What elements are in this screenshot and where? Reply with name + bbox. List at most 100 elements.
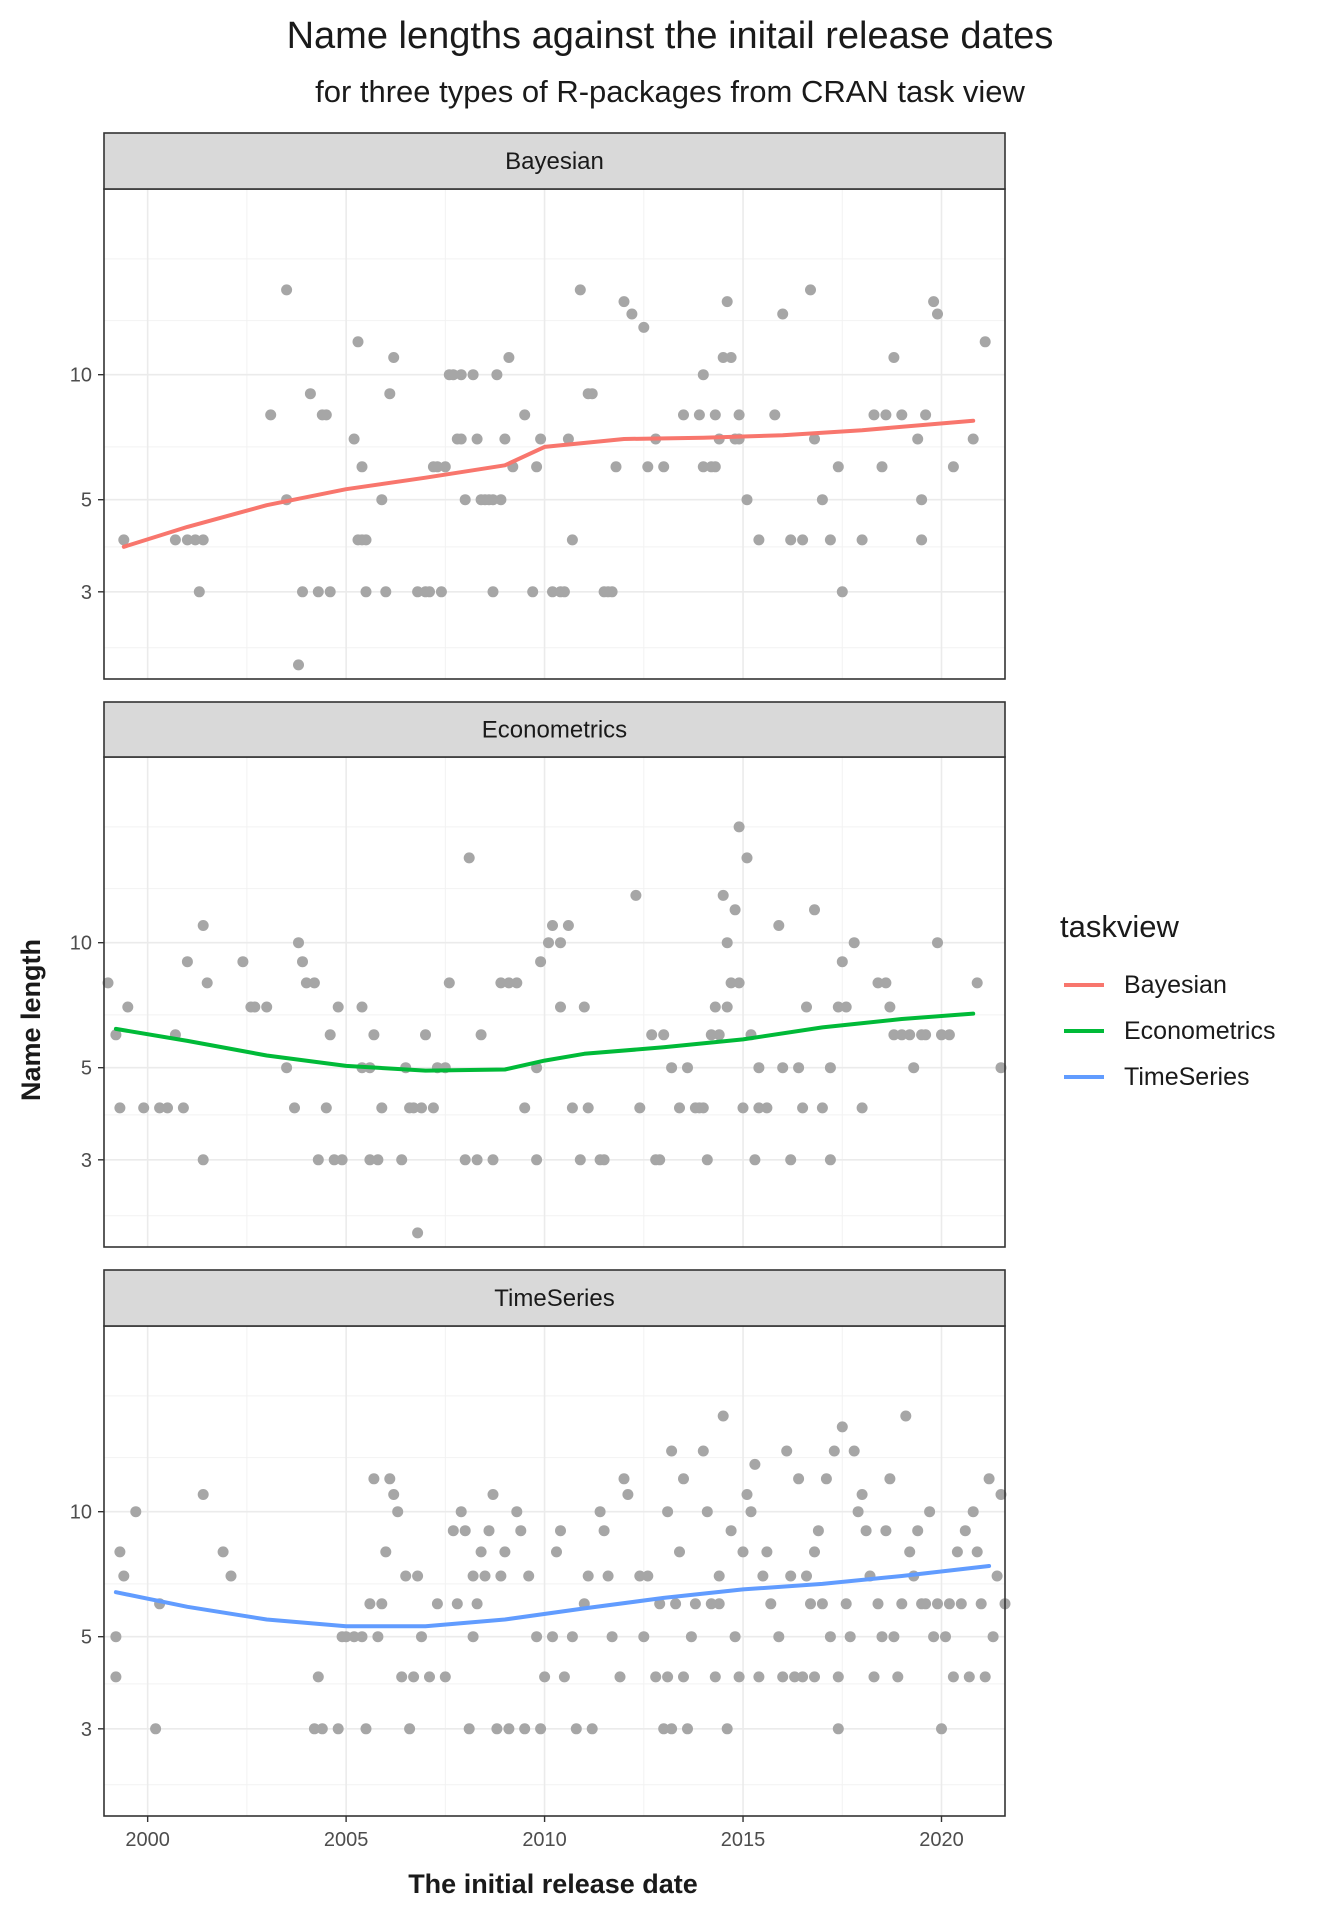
data-point [495,977,507,989]
data-point [809,1671,820,1683]
data-point [622,1489,634,1500]
data-point [138,1102,150,1114]
data-point [400,1570,412,1582]
data-point [566,534,578,546]
data-point [709,1001,721,1013]
data-point [701,1506,713,1518]
data-point [328,1154,340,1166]
data-point [805,284,816,296]
data-point [340,1631,352,1643]
data-point [832,1723,844,1735]
data-point [824,1062,836,1074]
data-point [880,977,892,989]
data-point [697,369,709,381]
data-point [281,1062,293,1074]
data-point [920,409,932,421]
data-point [261,1001,273,1013]
data-point [674,1546,685,1558]
smooth-line-timeseries [113,1564,992,1629]
data-point [809,433,820,445]
data-point [793,1473,805,1485]
data-point [519,409,531,421]
data-point [416,1631,427,1643]
data-point [424,586,435,598]
data-point [630,889,642,901]
data-point [749,1154,761,1166]
data-point [832,1001,844,1013]
data-point [424,1671,435,1683]
data-point [487,586,499,598]
data-point [503,977,515,989]
data-point [737,1102,749,1114]
data-point [547,1631,558,1643]
data-point [110,1631,122,1643]
data-point [606,586,618,598]
data-point [816,1598,828,1610]
data-point [947,1671,959,1683]
data-point [725,977,737,989]
data-point [495,494,507,506]
legend: taskview Bayesian Econometrics TimeSeries [1060,909,1275,1091]
data-point [459,494,471,506]
data-point [150,1723,162,1735]
data-point [308,1723,320,1735]
data-point [697,1102,709,1114]
data-point [816,1102,828,1114]
data-point [547,920,558,931]
data-point [626,308,638,320]
data-point [662,1671,674,1683]
data-point [654,1598,666,1610]
data-point [876,1631,888,1643]
data-point [824,534,836,546]
data-point [932,308,943,320]
data-point [499,1546,511,1558]
data-point [951,1546,963,1558]
data-point [852,1506,864,1518]
data-point [535,956,547,968]
data-point [820,1473,832,1485]
data-point [812,1525,824,1537]
data-point [578,1001,590,1013]
data-point [936,1029,947,1041]
facet-strip [103,701,1006,758]
data-point [376,1598,388,1610]
data-point [896,1598,908,1610]
data-point [995,1062,1007,1074]
data-point [439,1671,451,1683]
data-point [797,534,809,546]
data-point [416,1102,427,1114]
data-point [987,1631,999,1643]
data-point [729,1631,741,1643]
data-point [785,1154,797,1166]
x-tick-label: 2000 [125,1829,170,1851]
data-point [352,336,364,348]
data-point [503,1723,515,1735]
data-point [364,1598,376,1610]
data-point [733,977,745,989]
data-point [487,1154,499,1166]
data-point [805,1598,816,1610]
data-point [574,284,586,296]
data-point [154,1102,166,1114]
data-point [674,1102,685,1114]
data-point [527,586,539,598]
data-point [809,1546,820,1558]
x-axis-title: The initial release date [408,1869,698,1899]
data-point [785,534,797,546]
data-point [678,1671,689,1683]
data-point [558,586,570,598]
data-point [312,1671,324,1683]
data-point [888,352,900,363]
facet-strip [103,132,1006,190]
data-point [332,1723,344,1735]
data-point [753,1102,765,1114]
x-tick-label: 2020 [919,1829,964,1851]
data-point [979,336,991,348]
data-point [904,1546,916,1558]
data-point [320,409,332,421]
data-point [733,1671,745,1683]
data-point [912,1525,924,1537]
data-point [451,1598,463,1610]
data-point [360,1723,372,1735]
